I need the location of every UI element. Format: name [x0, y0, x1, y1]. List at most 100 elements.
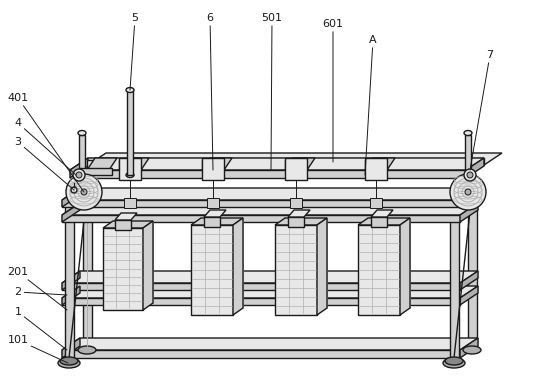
Polygon shape — [365, 158, 395, 170]
Polygon shape — [65, 193, 92, 205]
Text: 2: 2 — [15, 287, 67, 297]
Polygon shape — [127, 90, 133, 175]
Polygon shape — [62, 298, 460, 305]
Polygon shape — [83, 188, 92, 346]
Polygon shape — [62, 283, 460, 290]
Polygon shape — [450, 205, 459, 358]
Polygon shape — [62, 215, 460, 222]
Polygon shape — [119, 158, 149, 170]
Text: 401: 401 — [8, 93, 84, 192]
Polygon shape — [79, 168, 112, 175]
Polygon shape — [202, 160, 224, 170]
Text: 201: 201 — [8, 267, 67, 310]
Polygon shape — [62, 338, 478, 350]
Ellipse shape — [126, 87, 134, 92]
Polygon shape — [400, 218, 410, 315]
Polygon shape — [87, 158, 117, 170]
Polygon shape — [119, 158, 141, 180]
Polygon shape — [119, 160, 141, 170]
Polygon shape — [290, 198, 302, 208]
Polygon shape — [115, 220, 131, 230]
Polygon shape — [285, 218, 327, 308]
Polygon shape — [88, 153, 502, 165]
Ellipse shape — [78, 346, 96, 354]
Polygon shape — [207, 198, 219, 208]
Ellipse shape — [58, 358, 80, 368]
Polygon shape — [371, 217, 387, 227]
Polygon shape — [285, 158, 307, 180]
Text: 1: 1 — [15, 307, 67, 350]
Circle shape — [465, 189, 471, 195]
Polygon shape — [191, 225, 233, 315]
Polygon shape — [460, 188, 478, 207]
Polygon shape — [285, 160, 307, 170]
Polygon shape — [202, 158, 232, 170]
Circle shape — [450, 174, 486, 210]
Polygon shape — [233, 218, 243, 315]
Polygon shape — [358, 225, 400, 315]
Circle shape — [76, 172, 82, 178]
Polygon shape — [465, 135, 471, 207]
Polygon shape — [288, 210, 310, 217]
Polygon shape — [70, 170, 466, 178]
Ellipse shape — [464, 131, 472, 135]
Polygon shape — [62, 200, 460, 207]
Polygon shape — [460, 286, 478, 305]
Polygon shape — [124, 198, 136, 208]
Polygon shape — [191, 218, 243, 225]
Circle shape — [464, 169, 476, 181]
Polygon shape — [70, 158, 88, 178]
Polygon shape — [103, 228, 143, 310]
Polygon shape — [285, 158, 315, 170]
Polygon shape — [460, 203, 478, 222]
Circle shape — [467, 172, 473, 178]
Polygon shape — [70, 158, 484, 170]
Polygon shape — [371, 210, 393, 217]
Polygon shape — [365, 158, 387, 180]
Polygon shape — [62, 188, 80, 207]
Circle shape — [73, 169, 85, 181]
Polygon shape — [204, 217, 220, 227]
Polygon shape — [143, 221, 153, 310]
Polygon shape — [115, 213, 137, 220]
Text: 6: 6 — [207, 13, 214, 170]
Polygon shape — [368, 218, 410, 308]
Polygon shape — [317, 218, 327, 315]
Polygon shape — [460, 338, 478, 358]
Polygon shape — [288, 217, 304, 227]
Polygon shape — [62, 271, 478, 283]
Polygon shape — [62, 188, 478, 200]
Polygon shape — [201, 218, 243, 308]
Polygon shape — [65, 205, 74, 358]
Polygon shape — [450, 193, 477, 205]
Polygon shape — [466, 158, 484, 178]
Polygon shape — [88, 158, 484, 165]
Text: 101: 101 — [8, 335, 68, 363]
Polygon shape — [62, 350, 460, 358]
Polygon shape — [62, 286, 478, 298]
Polygon shape — [358, 218, 410, 225]
Polygon shape — [62, 203, 478, 215]
Polygon shape — [204, 210, 226, 217]
Ellipse shape — [78, 131, 86, 135]
Text: 3: 3 — [15, 137, 74, 190]
Polygon shape — [370, 198, 382, 208]
Polygon shape — [275, 225, 317, 315]
Ellipse shape — [445, 357, 463, 365]
Polygon shape — [275, 218, 327, 225]
Polygon shape — [62, 271, 80, 290]
Ellipse shape — [463, 346, 481, 354]
Ellipse shape — [443, 358, 465, 368]
Polygon shape — [113, 221, 153, 303]
Text: 601: 601 — [322, 19, 343, 162]
Polygon shape — [87, 160, 109, 170]
Polygon shape — [365, 160, 387, 170]
Text: 7: 7 — [470, 50, 493, 170]
Polygon shape — [103, 221, 153, 228]
Text: A: A — [365, 35, 377, 175]
Ellipse shape — [126, 172, 134, 177]
Ellipse shape — [60, 357, 78, 365]
Circle shape — [81, 189, 87, 195]
Polygon shape — [62, 203, 80, 222]
Text: 4: 4 — [15, 118, 76, 175]
